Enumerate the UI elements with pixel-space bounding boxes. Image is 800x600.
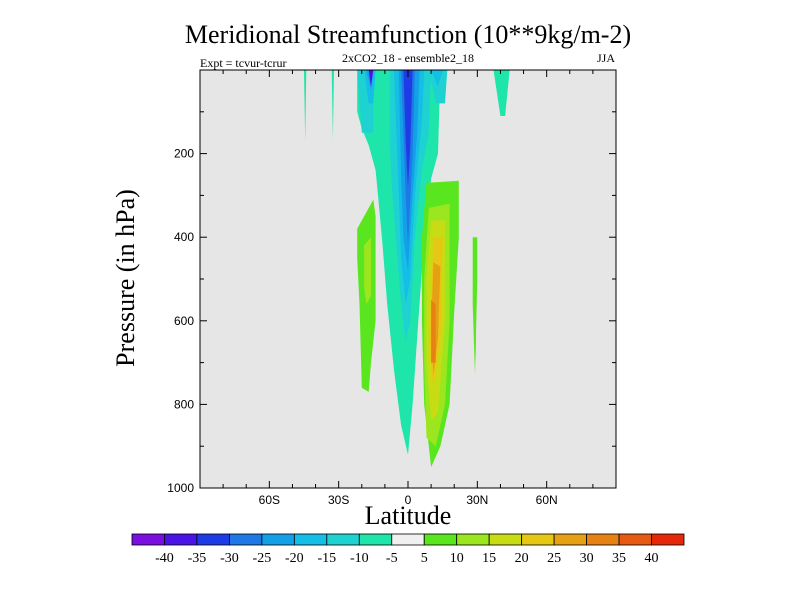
- colorbar-label: 30: [580, 551, 594, 566]
- plot-area: [199, 69, 617, 489]
- subtitle-center: 2xCO2_18 - ensemble2_18: [342, 51, 474, 65]
- contour-region-14: [493, 70, 510, 116]
- contour-region-6: [403, 70, 413, 187]
- colorbar-label: -25: [253, 551, 272, 566]
- colorbar-swatch: [229, 533, 263, 546]
- contour-region-16: [364, 237, 371, 305]
- y-tick-label: 400: [174, 230, 194, 244]
- x-axis: 60S 30S 0 30N 60N: [222, 70, 594, 507]
- colorbar-swatch: [196, 533, 230, 546]
- colorbar-swatch: [488, 533, 523, 546]
- x-tick-label: 60S: [259, 493, 280, 507]
- colorbar-label: -20: [285, 551, 304, 566]
- colorbar-swatch: [261, 533, 295, 546]
- colorbar-swatch: [651, 533, 685, 546]
- x-tick-label: 30N: [466, 493, 488, 507]
- x-tick-label: 30S: [328, 493, 349, 507]
- subtitle-right: JJA: [597, 51, 615, 65]
- colorbar-label: 10: [450, 551, 464, 566]
- colorbar-label: -30: [220, 551, 239, 566]
- y-tick-label: 200: [174, 147, 194, 161]
- colorbar-label: -10: [350, 551, 369, 566]
- colorbar-label: -15: [317, 551, 336, 566]
- contour-region-10: [428, 70, 448, 104]
- colorbar-label: -40: [155, 551, 174, 566]
- subtitle-left: Expt = tcvur-tcrur: [200, 56, 287, 70]
- contour-region-22: [431, 299, 436, 363]
- colorbar-swatch: [326, 533, 360, 546]
- colorbar-swatch: [456, 533, 490, 546]
- colorbar-swatch: [131, 533, 165, 546]
- colorbar-label: 25: [547, 551, 561, 566]
- contour-region-12: [304, 70, 307, 142]
- contour-region-9: [368, 70, 374, 87]
- colorbar-swatch: [586, 533, 620, 546]
- colorbar: -40 -35 -30 -25 -20 -15 -10 -5 5 10 15 20 25 30 35 40: [131, 533, 685, 566]
- colorbar-swatch: [553, 533, 587, 546]
- colorbar-swatch: [358, 533, 393, 546]
- colorbar-swatch: [164, 533, 198, 546]
- colorbar-swatch: [618, 533, 652, 546]
- x-tick-label: 60N: [536, 493, 558, 507]
- chart-title: Meridional Streamfunction (10**9kg/m-2): [185, 20, 631, 49]
- x-axis-label: Latitude: [365, 501, 452, 530]
- colorbar-swatch: [423, 533, 458, 546]
- y-tick-label: 800: [174, 397, 194, 411]
- contour-region-24: [474, 245, 477, 363]
- y-axis: 200 400 600 800 1000: [167, 111, 616, 495]
- x-tick-label: 0: [405, 493, 412, 507]
- colorbar-label: 20: [515, 551, 529, 566]
- colorbar-label: -35: [188, 551, 207, 566]
- colorbar-swatch: [293, 533, 328, 546]
- contour-region-13: [331, 70, 334, 139]
- colorbar-label: 35: [612, 551, 626, 566]
- colorbar-label: 40: [645, 551, 659, 566]
- y-tick-label: 600: [174, 314, 194, 328]
- y-axis-label: Pressure (in hPa): [111, 189, 140, 367]
- colorbar-label: 5: [421, 551, 428, 566]
- contour-region-7: [364, 70, 376, 104]
- colorbar-swatch: [391, 533, 425, 546]
- colorbar-label: -5: [386, 551, 398, 566]
- colorbar-swatch: [521, 533, 555, 546]
- contour-region-11: [431, 70, 443, 87]
- colorbar-label: 15: [482, 551, 496, 566]
- y-tick-label: 1000: [167, 481, 194, 495]
